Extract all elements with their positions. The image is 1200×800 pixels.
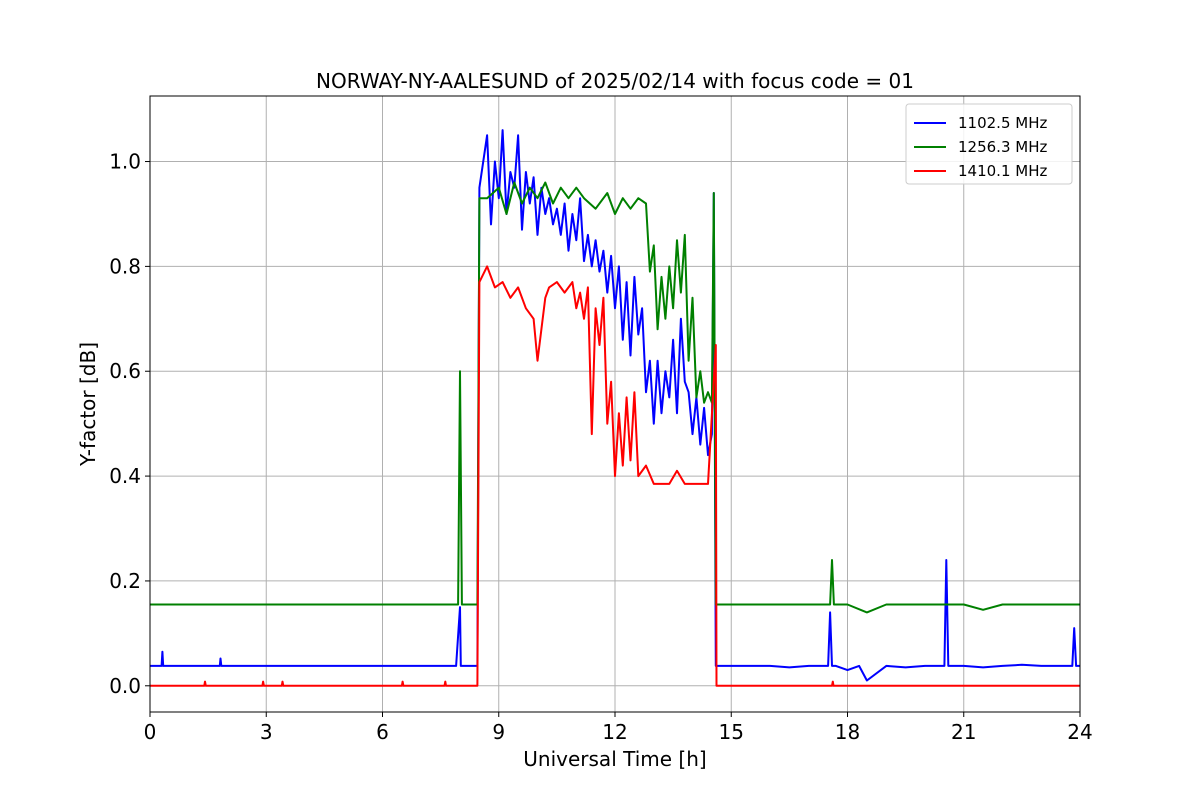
legend-label: 1102.5 MHz <box>958 114 1047 132</box>
y-tick-label: 0.6 <box>109 359 141 383</box>
x-tick-label: 15 <box>719 720 744 744</box>
x-tick-label: 24 <box>1067 720 1092 744</box>
series-line <box>150 181 1080 614</box>
series-line <box>150 129 1080 682</box>
series-line <box>150 265 1080 687</box>
x-tick-label: 18 <box>835 720 860 744</box>
x-axis-title: Universal Time [h] <box>523 747 706 771</box>
x-tick-label: 0 <box>144 720 157 744</box>
x-tick-label: 21 <box>951 720 976 744</box>
y-tick-label: 1.0 <box>109 150 141 174</box>
y-axis-title: Y-factor [dB] <box>76 342 100 467</box>
ticks: 0 3 6 9 12 15 18 21 24 0.0 0.2 0.4 0.6 0.8 1.0 <box>109 150 1093 744</box>
x-tick-label: 9 <box>492 720 505 744</box>
series-layer <box>150 129 1080 687</box>
y-tick-label: 0.2 <box>109 569 141 593</box>
y-tick-label: 0.4 <box>109 464 141 488</box>
x-tick-label: 12 <box>602 720 627 744</box>
legend: 1102.5 MHz 1256.3 MHz 1410.1 MHz <box>905 103 1073 185</box>
x-tick-label: 3 <box>260 720 273 744</box>
legend-label: 1256.3 MHz <box>958 138 1047 156</box>
x-tick-label: 6 <box>376 720 389 744</box>
y-tick-label: 0.8 <box>109 254 141 278</box>
y-tick-label: 0.0 <box>109 674 141 698</box>
legend-label: 1410.1 MHz <box>958 162 1047 180</box>
legend-box <box>905 103 1073 185</box>
chart-title: NORWAY-NY-AALESUND of 2025/02/14 with fo… <box>316 69 914 93</box>
